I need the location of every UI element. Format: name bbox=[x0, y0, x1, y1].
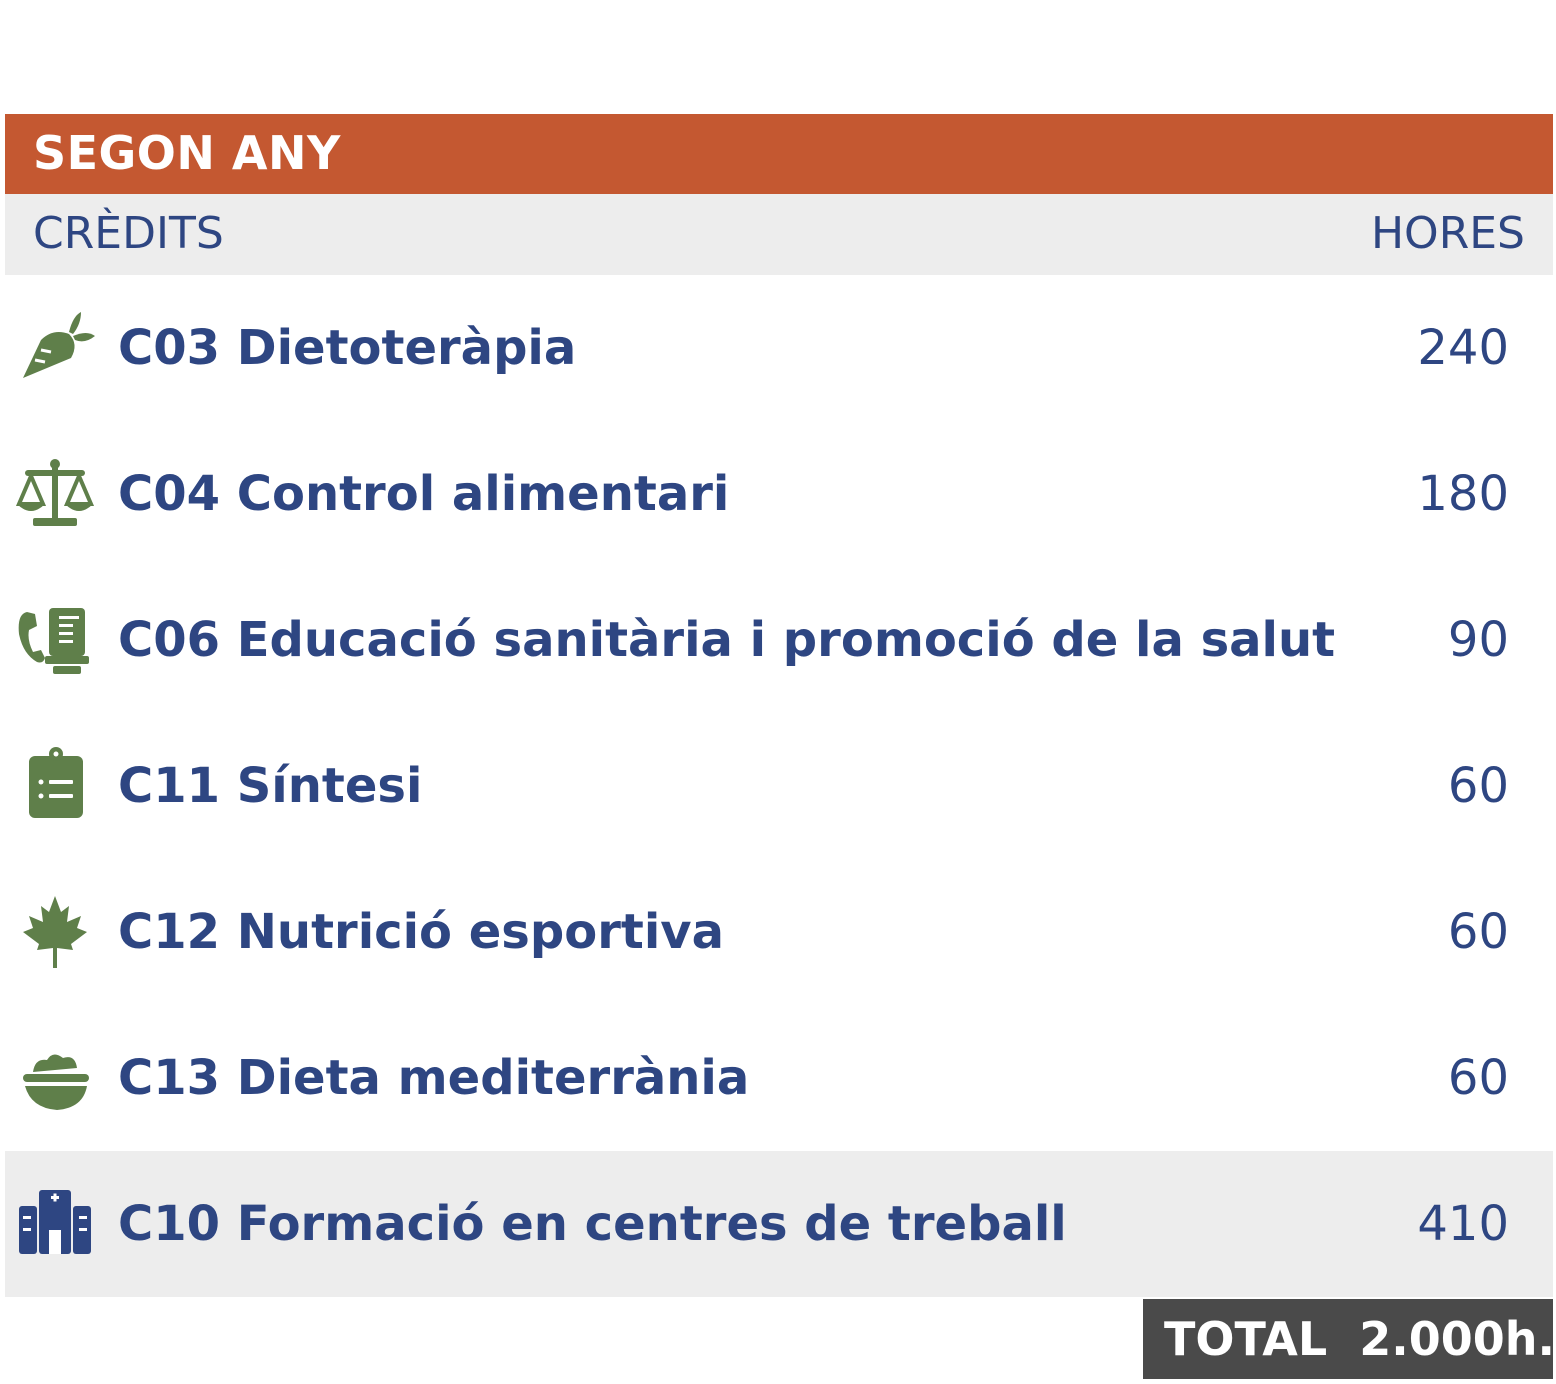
hours-column-header: HORES bbox=[1370, 208, 1525, 259]
credit-hours: 180 bbox=[1417, 466, 1509, 522]
credit-row: C03 Dietoteràpia 240 bbox=[5, 275, 1553, 421]
credit-row: C11 Síntesi 60 bbox=[5, 713, 1553, 859]
credit-hours: 60 bbox=[1447, 1050, 1509, 1106]
total-label: TOTAL 2.000h. bbox=[1164, 1312, 1555, 1366]
credit-label: C04 Control alimentari bbox=[118, 466, 730, 522]
credit-hours: 240 bbox=[1417, 320, 1509, 376]
column-header-bar bbox=[5, 194, 1553, 275]
credit-hours: 60 bbox=[1447, 904, 1509, 960]
year-title: SEGON ANY bbox=[33, 126, 341, 180]
hospital-icon bbox=[15, 1184, 95, 1264]
credit-row: C10 Formació en centres de treball 410 bbox=[5, 1151, 1553, 1297]
credit-row: C12 Nutrició esportiva 60 bbox=[5, 859, 1553, 1005]
clipboard-list-icon bbox=[15, 746, 95, 826]
credit-row: C06 Educació sanitària i promoció de la … bbox=[5, 567, 1553, 713]
maple-leaf-icon bbox=[15, 892, 95, 972]
phone-fax-icon bbox=[15, 600, 95, 680]
credit-hours: 410 bbox=[1417, 1196, 1509, 1252]
scale-balance-icon bbox=[15, 454, 95, 534]
total-box bbox=[1143, 1299, 1553, 1379]
bowl-food-icon bbox=[15, 1038, 95, 1118]
year-header-bar bbox=[5, 114, 1553, 194]
credit-label: C13 Dieta mediterrània bbox=[118, 1050, 750, 1106]
credits-column-header: CRÈDITS bbox=[33, 208, 224, 259]
credit-label: C10 Formació en centres de treball bbox=[118, 1196, 1067, 1252]
credit-label: C12 Nutrició esportiva bbox=[118, 904, 724, 960]
credit-row: C04 Control alimentari 180 bbox=[5, 421, 1553, 567]
carrot-icon bbox=[15, 308, 95, 388]
credit-label: C06 Educació sanitària i promoció de la … bbox=[118, 612, 1336, 668]
credit-hours: 90 bbox=[1447, 612, 1509, 668]
credit-label: C03 Dietoteràpia bbox=[118, 320, 577, 376]
credit-hours: 60 bbox=[1447, 758, 1509, 814]
credit-row: C13 Dieta mediterrània 60 bbox=[5, 1005, 1553, 1151]
credit-label: C11 Síntesi bbox=[118, 758, 423, 814]
